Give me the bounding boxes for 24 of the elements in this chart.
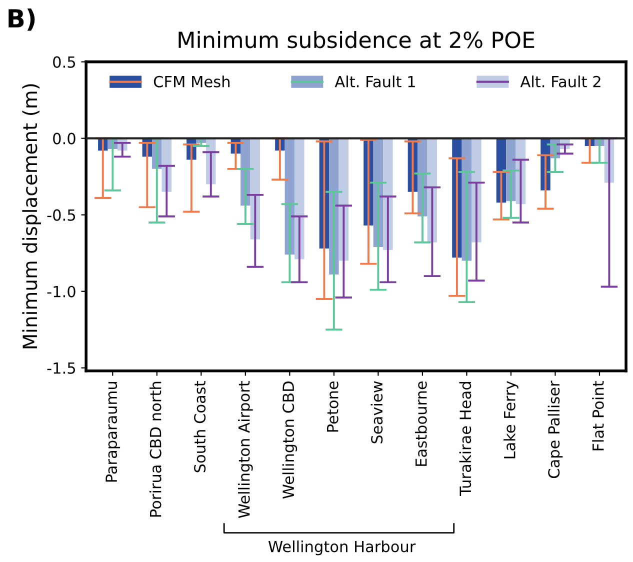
x-tick-label: Eastbourne — [415, 381, 427, 466]
x-tick-label: Turakirae Head — [459, 382, 472, 496]
text: Wellington Harbour — [268, 540, 416, 556]
y-tick-label: 0.5 — [53, 56, 76, 68]
y-axis-title: Minimum displacement (m) — [22, 84, 41, 348]
text: B) — [8, 8, 35, 31]
x-tick-label: South Coast — [194, 381, 206, 472]
legend-label: Alt. Fault 1 — [334, 76, 415, 88]
x-tick-label: Wellington CBD — [282, 382, 298, 499]
x-tick-label: Porirua CBD north — [150, 382, 162, 517]
y-tick-label: 0.0 — [53, 132, 76, 144]
x-tick-label: Flat Point — [592, 381, 604, 450]
legend-label: CFM Mesh — [154, 76, 230, 88]
x-tick-label: Seaview — [370, 381, 383, 444]
y-tick-label: -1.5 — [47, 362, 76, 374]
x-tick-label: Wellington Airport — [238, 381, 253, 518]
x-tick-label: Cape Palliser — [548, 380, 563, 478]
y-tick-label: -0.5 — [47, 209, 76, 221]
x-tick-label: Lake Ferry — [504, 381, 518, 458]
legend-label: Alt. Fault 2 — [520, 76, 600, 88]
chart-title: Minimum subsidence at 2% POE — [178, 31, 534, 48]
x-tick-label: Paraparaumu — [106, 382, 120, 482]
y-tick-label: -1.0 — [47, 286, 76, 298]
x-tick-label: Petone — [327, 381, 338, 432]
